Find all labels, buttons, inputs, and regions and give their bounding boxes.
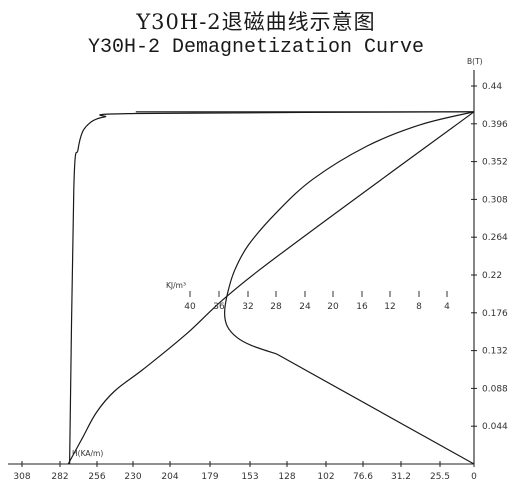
x-axis-title: H(KA/m): [72, 449, 103, 458]
x-tick-label: 256: [88, 472, 105, 482]
energy-tick-label: 12: [384, 302, 395, 312]
y-tick-label: 0.132: [482, 347, 508, 357]
x-tick-label: 102: [317, 472, 334, 482]
x-tick-label: 25.5: [430, 472, 450, 482]
x-tick-label: 230: [124, 472, 141, 482]
energy-tick-label: 40: [184, 302, 196, 312]
x-tick-label: 153: [241, 472, 258, 482]
y-tick-label: 0.352: [482, 158, 508, 168]
x-tick-label: 31.2: [391, 472, 411, 482]
x-tick-label: 204: [161, 472, 178, 482]
energy-tick-label: 16: [356, 302, 368, 312]
y-axis-title: B(T): [467, 57, 483, 66]
y-tick-label: 0.308: [482, 195, 508, 205]
normal-demag-line: [67, 111, 475, 465]
labels-layer: 308 282 256 230 204 179 153 128 102 76.6 31.2 25.5 0…: [13, 57, 508, 482]
y-tick-label: 0.088: [482, 384, 508, 394]
y-tick-label: 0.264: [482, 233, 508, 243]
x-tick-label: 128: [278, 472, 295, 482]
curves-layer: [67, 111, 475, 465]
energy-tick-label: 4: [444, 302, 450, 312]
x-tick-label: 76.6: [353, 472, 373, 482]
y-tick-label: 0.44: [482, 82, 502, 92]
y-tick-label: 0.396: [482, 120, 508, 130]
y-tick-label: 0.176: [482, 309, 508, 319]
y-tick-label: 0.044: [482, 422, 508, 432]
x-tick-label: 179: [201, 472, 218, 482]
x-tick-label: 308: [13, 472, 30, 482]
energy-tick-label: 32: [242, 302, 253, 312]
axes-layer: [8, 70, 477, 467]
y-tick-label: 0.22: [482, 271, 502, 281]
intrinsic-curve: [69, 111, 475, 465]
x-tick-label: 282: [51, 472, 68, 482]
energy-tick-label: 8: [416, 302, 422, 312]
energy-scale-title: KJ/m³: [166, 281, 186, 290]
energy-tick-label: 20: [327, 302, 339, 312]
energy-tick-label: 36: [213, 302, 225, 312]
energy-tick-label: 24: [299, 302, 311, 312]
chart-title: Y30H-2退磁曲线示意图: [136, 10, 376, 34]
chart-subtitle: Y30H-2 Demagnetization Curve: [87, 36, 425, 59]
load-line-lower: [276, 353, 475, 465]
x-tick-label: 0: [471, 472, 477, 482]
energy-tick-label: 28: [270, 302, 282, 312]
energy-product-curve: [223, 111, 475, 355]
